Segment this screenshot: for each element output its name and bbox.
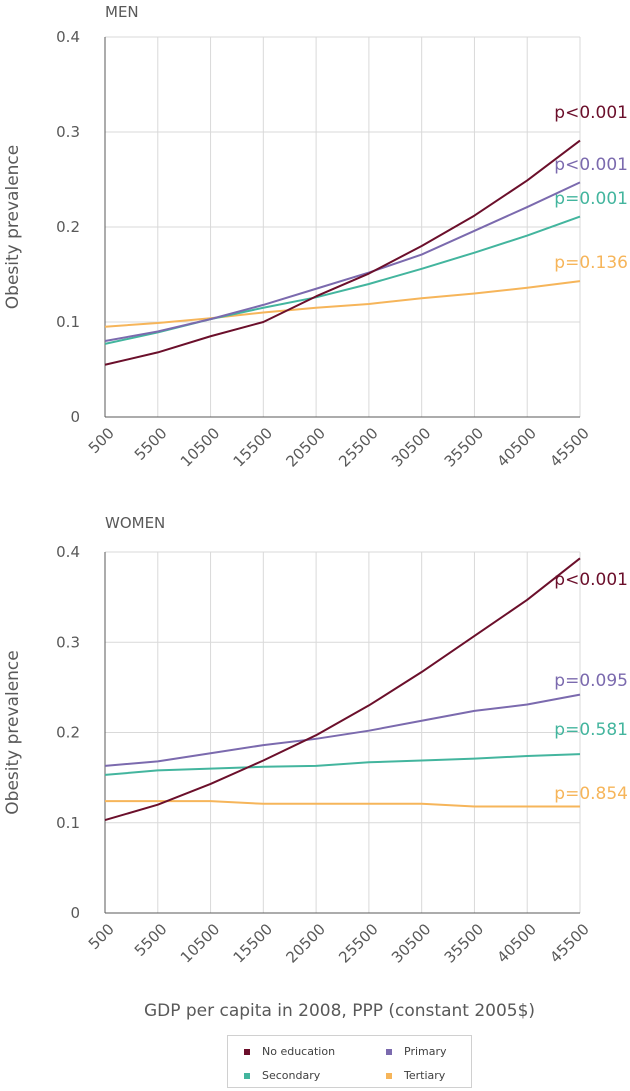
p-value-label-no-education: p<0.001 (554, 103, 628, 123)
legend-swatch (244, 1048, 250, 1055)
y-tick-label: 0.2 (56, 724, 80, 742)
y-axis-label: Obesity prevalence (3, 650, 23, 814)
y-tick-label: 0 (70, 408, 80, 426)
legend-swatch (244, 1072, 250, 1079)
x-tick-label: 45500 (546, 424, 592, 470)
x-tick-label: 40500 (494, 920, 540, 966)
x-tick-label: 15500 (230, 920, 276, 966)
y-tick-label: 0.4 (56, 543, 80, 561)
x-tick-label: 40500 (494, 424, 540, 470)
legend-swatch (386, 1048, 392, 1055)
series-line-no-education (104, 139, 581, 366)
legend-item-primary: Primary (386, 1045, 447, 1058)
x-tick-label: 25500 (335, 424, 381, 470)
x-tick-label: 30500 (388, 424, 434, 470)
x-tick-label: 500 (85, 920, 118, 953)
y-tick-label: 0.1 (56, 814, 80, 832)
series-line-primary (104, 181, 581, 342)
series-line-tertiary (105, 800, 580, 808)
legend-item-tertiary: Tertiary (386, 1069, 445, 1082)
p-value-label-primary: p<0.001 (554, 155, 628, 175)
y-tick-label: 0.1 (56, 313, 80, 331)
x-tick-label: 10500 (177, 920, 223, 966)
legend: No education Primary Secondary Tertiary (227, 1035, 472, 1088)
y-tick-label: 0 (70, 904, 80, 922)
legend-item-secondary: Secondary (244, 1069, 320, 1082)
x-tick-label: 10500 (177, 424, 223, 470)
p-value-label-tertiary: p=0.854 (554, 784, 628, 804)
x-tick-label: 20500 (282, 424, 328, 470)
legend-swatch (386, 1072, 392, 1079)
p-value-label-secondary: p=0.581 (554, 720, 628, 740)
chart-panel-men: 0 0.1 0.2 0.3 0.4 500 5500 10500 15500 20500 25500… (3, 3, 628, 471)
x-tick-label: 500 (85, 424, 118, 457)
x-tick-label: 20500 (282, 920, 328, 966)
series-line-no-education (104, 557, 581, 822)
x-tick-label: 35500 (441, 920, 487, 966)
legend-label: Primary (404, 1045, 447, 1058)
x-axis-label: GDP per capita in 2008, PPP (constant 20… (144, 1001, 535, 1021)
series-line-secondary (104, 753, 581, 776)
legend-label: Tertiary (404, 1069, 446, 1082)
chart-panel-women: 0 0.1 0.2 0.3 0.4 500 5500 10500 15500 20500 25500… (3, 514, 628, 1021)
x-tick-label: 30500 (388, 920, 434, 966)
p-value-label-secondary: p=0.001 (554, 189, 628, 209)
series-line-tertiary (104, 280, 581, 328)
p-value-label-primary: p=0.095 (554, 671, 628, 691)
x-tick-label: 25500 (335, 920, 381, 966)
x-tick-label: 35500 (441, 424, 487, 470)
legend-item-no-education: No education (244, 1045, 335, 1058)
y-tick-label: 0.2 (56, 218, 80, 236)
y-tick-label: 0.3 (56, 123, 80, 141)
series-line-primary (104, 693, 581, 767)
panel-title: MEN (105, 3, 139, 21)
y-tick-label: 0.3 (56, 633, 80, 651)
x-tick-label: 5500 (131, 920, 171, 960)
x-tick-label: 5500 (131, 424, 171, 464)
legend-label: Secondary (262, 1069, 321, 1082)
y-tick-label: 0.4 (56, 28, 80, 46)
x-tick-label: 45500 (546, 920, 592, 966)
p-value-label-tertiary: p=0.136 (554, 253, 628, 273)
legend-label: No education (262, 1045, 336, 1058)
p-value-label-no-education: p<0.001 (554, 570, 628, 590)
panel-title: WOMEN (105, 514, 165, 532)
y-axis-label: Obesity prevalence (3, 145, 23, 309)
x-tick-label: 15500 (230, 424, 276, 470)
